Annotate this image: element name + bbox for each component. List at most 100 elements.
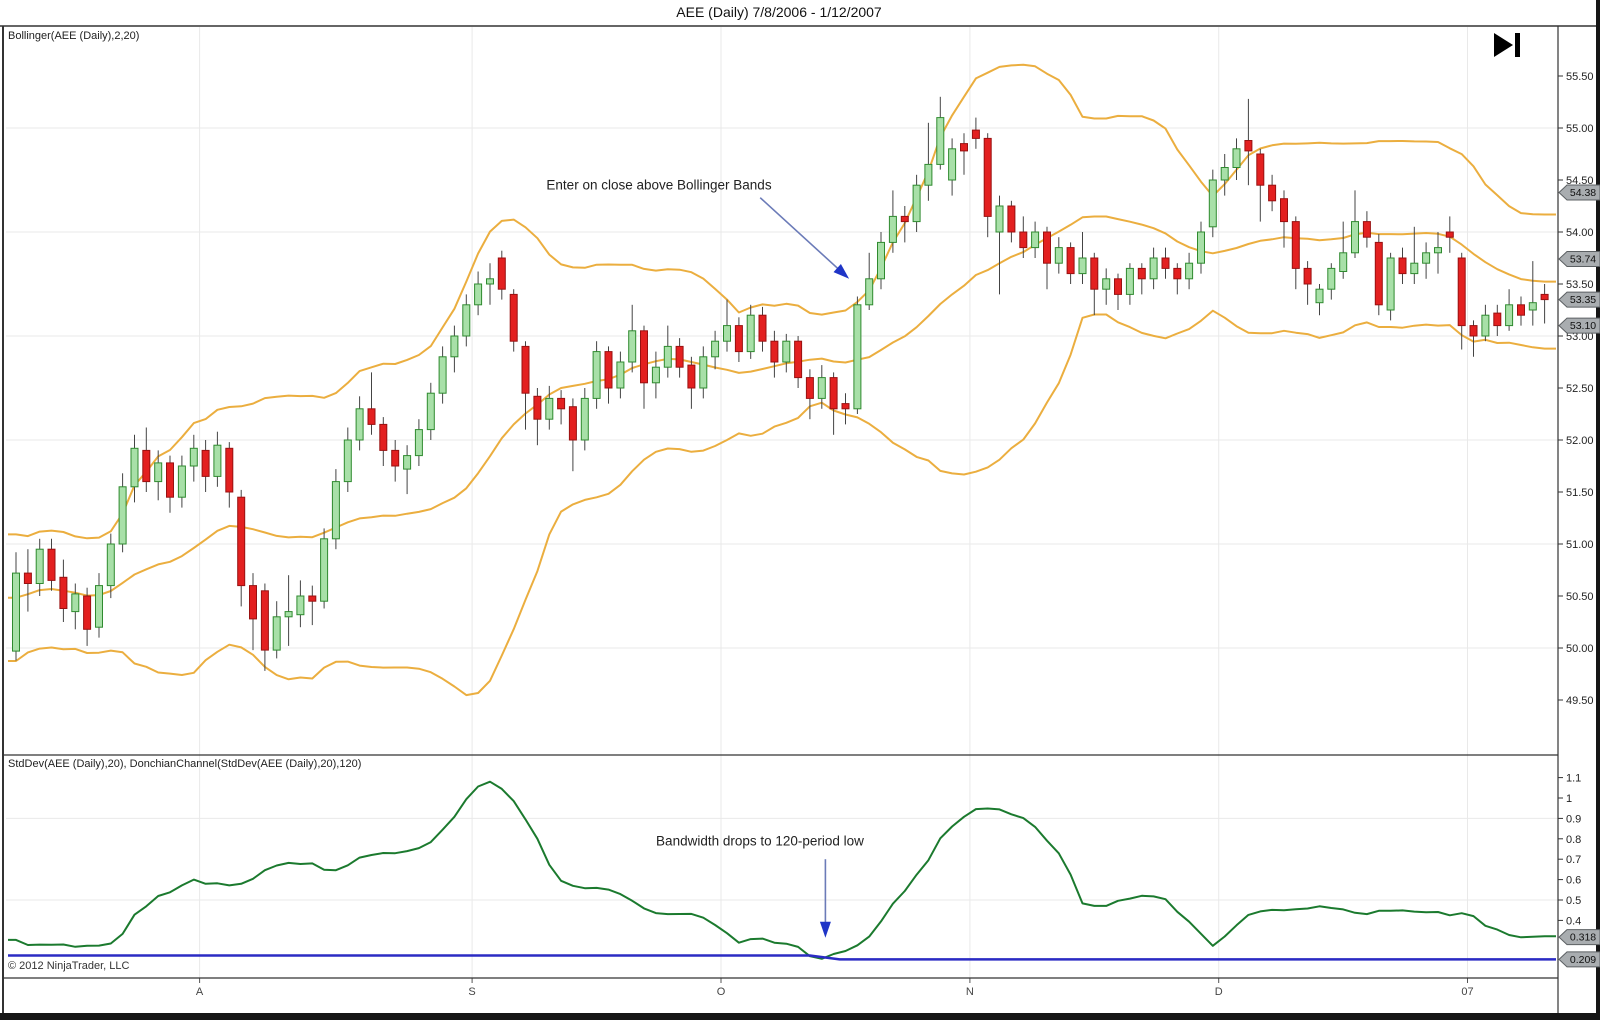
step-forward-icon[interactable] bbox=[1494, 33, 1513, 57]
candle-up bbox=[118, 486, 127, 545]
annotation-arrow-head[interactable] bbox=[833, 264, 850, 279]
candle-up bbox=[1327, 267, 1336, 290]
candle-down bbox=[829, 377, 838, 410]
candle-down bbox=[960, 143, 968, 152]
annotation-arrow-line[interactable] bbox=[759, 197, 843, 273]
candle-down bbox=[1019, 231, 1028, 249]
candle-down bbox=[841, 403, 850, 410]
candle-down bbox=[1268, 184, 1277, 202]
price-marker-tag-label: 53.35 bbox=[1570, 294, 1596, 306]
candle-down bbox=[521, 345, 530, 394]
candle-down bbox=[59, 576, 68, 609]
candle-down bbox=[1256, 153, 1265, 186]
price-tick-label: 55.50 bbox=[1566, 71, 1594, 83]
candle-up bbox=[699, 356, 708, 389]
price-marker-tag bbox=[1558, 317, 1600, 334]
candle-up bbox=[1102, 278, 1111, 290]
candle-up bbox=[414, 429, 423, 457]
candle-up bbox=[912, 184, 921, 223]
candle-up bbox=[580, 397, 589, 441]
price-tick-label: 55.00 bbox=[1566, 123, 1594, 135]
candle-down bbox=[1090, 257, 1099, 290]
candle-up bbox=[95, 585, 103, 628]
candle-up bbox=[213, 444, 222, 477]
bollinger-indicator-label: Bollinger(AEE (Daily),2,20) bbox=[8, 30, 140, 42]
candle-down bbox=[1066, 247, 1075, 275]
candle-up bbox=[1339, 252, 1348, 273]
candle-up bbox=[296, 595, 305, 616]
candle-down bbox=[1161, 257, 1170, 269]
step-forward-icon[interactable] bbox=[1515, 33, 1520, 57]
candle-up bbox=[1434, 247, 1442, 254]
candle-down bbox=[237, 496, 246, 587]
candle-up bbox=[1315, 288, 1324, 304]
candle-down bbox=[166, 462, 174, 498]
copyright-label: © 2012 NinjaTrader, LLC bbox=[8, 960, 130, 972]
candle-down bbox=[1291, 221, 1300, 269]
candle-up bbox=[1528, 302, 1537, 311]
candle-up bbox=[877, 241, 885, 280]
candle-up bbox=[403, 455, 412, 470]
window-bottom-edge bbox=[0, 1013, 1600, 1020]
annotation-text[interactable]: Enter on close above Bollinger Bands bbox=[546, 177, 772, 193]
price-tick-label: 54.00 bbox=[1566, 227, 1594, 239]
candle-up bbox=[355, 408, 364, 441]
candle-down bbox=[1303, 267, 1312, 285]
candle-down bbox=[557, 397, 566, 410]
candle-down bbox=[971, 129, 980, 139]
candle-up bbox=[1125, 267, 1134, 295]
candle-up bbox=[426, 392, 435, 431]
candle-up bbox=[948, 148, 957, 181]
candle-down bbox=[1007, 205, 1016, 233]
price-marker-tag bbox=[1558, 184, 1600, 201]
annotation-text[interactable]: Bandwidth drops to 120-period low bbox=[656, 833, 864, 849]
candle-up bbox=[651, 366, 660, 384]
candle-down bbox=[497, 257, 506, 290]
candle-up bbox=[1185, 262, 1194, 280]
candle-up bbox=[936, 117, 945, 165]
candle-up bbox=[331, 481, 340, 540]
indicator-tick-label: 0.7 bbox=[1566, 854, 1581, 866]
candle-down bbox=[1173, 267, 1182, 280]
candle-up bbox=[853, 304, 862, 410]
candle-down bbox=[1517, 304, 1525, 316]
indicator-tick-label: 1.1 bbox=[1566, 773, 1581, 785]
annotation-arrow-head[interactable] bbox=[819, 921, 831, 938]
candle-down bbox=[260, 590, 269, 651]
candle-down bbox=[1398, 257, 1407, 275]
candle-down bbox=[687, 364, 696, 389]
price-tick-label: 49.50 bbox=[1566, 695, 1594, 707]
x-axis-label: O bbox=[717, 986, 726, 998]
candle-up bbox=[106, 543, 115, 587]
indicator-tick-label: 0.6 bbox=[1566, 875, 1581, 887]
chart-title: AEE (Daily) 7/8/2006 - 1/12/2007 bbox=[676, 4, 882, 20]
candle-down bbox=[1043, 231, 1051, 264]
bollinger-lower-line bbox=[8, 309, 1556, 697]
candle-down bbox=[604, 351, 613, 389]
candle-up bbox=[154, 462, 163, 483]
price-tick-label: 50.50 bbox=[1566, 591, 1594, 603]
candle-up bbox=[1351, 221, 1359, 254]
candle-up bbox=[438, 356, 447, 394]
candle-down bbox=[1137, 267, 1146, 280]
price-marker-tag-label: 54.38 bbox=[1570, 187, 1596, 199]
candle-down bbox=[201, 449, 210, 477]
price-tick-label: 52.00 bbox=[1566, 435, 1594, 447]
candle-up bbox=[189, 447, 198, 467]
candle-up bbox=[71, 593, 80, 613]
candle-down bbox=[640, 330, 648, 384]
indicator-marker-tag-label: 0.209 bbox=[1570, 954, 1596, 966]
candle-up bbox=[1149, 257, 1158, 280]
window-right-edge bbox=[1596, 0, 1600, 1020]
candle-up bbox=[272, 616, 281, 651]
donchian-lower-line bbox=[8, 954, 1556, 961]
price-marker-tag bbox=[1558, 251, 1600, 268]
indicator-tick-label: 0.8 bbox=[1566, 834, 1581, 846]
candle-down bbox=[379, 423, 388, 451]
candle-down bbox=[770, 340, 779, 363]
price-tick-label: 50.00 bbox=[1566, 643, 1594, 655]
candle-up bbox=[924, 163, 933, 186]
x-axis-label: 07 bbox=[1461, 986, 1473, 998]
candle-up bbox=[711, 340, 720, 358]
